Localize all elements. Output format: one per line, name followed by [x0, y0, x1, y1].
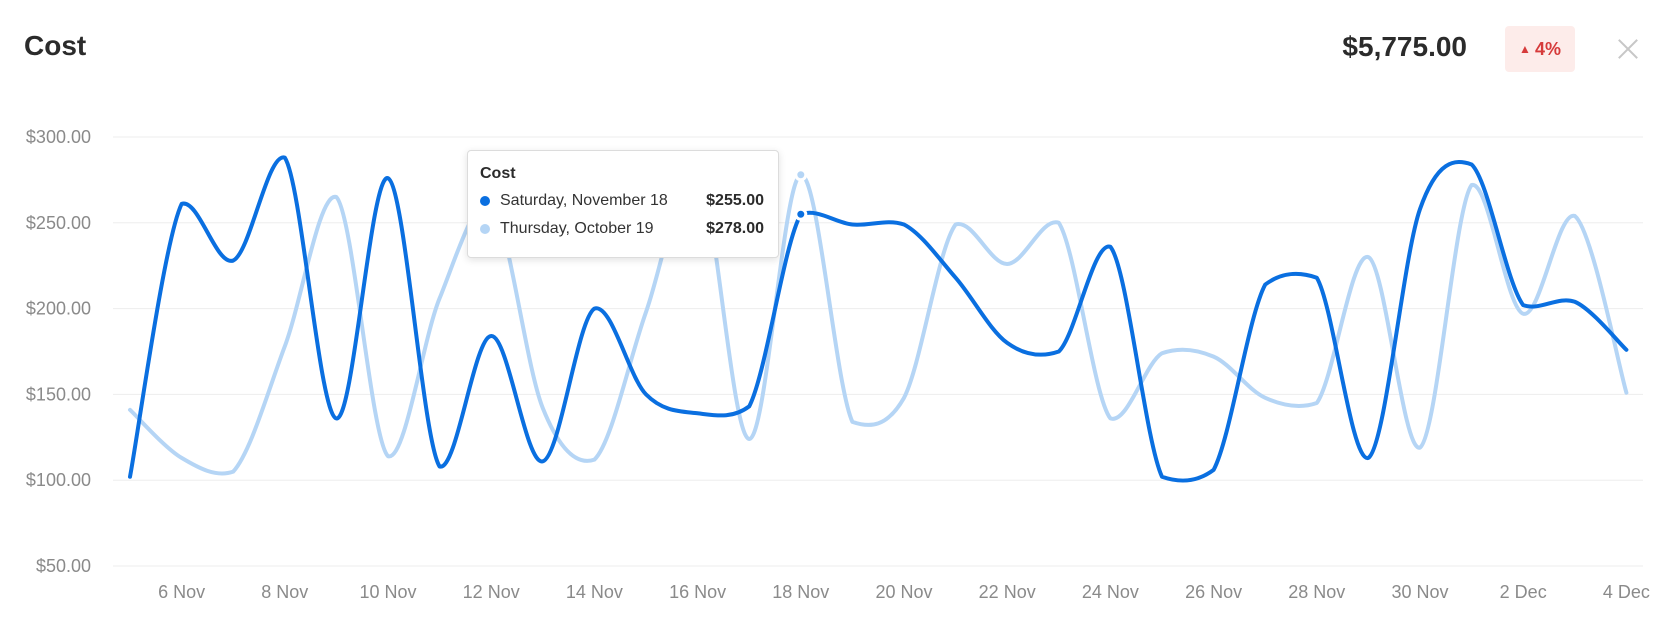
total-cost: $5,775.00	[1342, 31, 1467, 62]
series-line-current	[128, 155, 1629, 483]
x-tick-label: 24 Nov	[1082, 582, 1139, 602]
tooltip-row-label: Thursday, October 19	[500, 220, 654, 237]
x-tick-label: 10 Nov	[359, 582, 416, 602]
y-tick-label: $50.00	[36, 556, 91, 576]
x-tick-label: 12 Nov	[463, 582, 520, 602]
x-tick-label: 18 Nov	[772, 582, 829, 602]
x-tick-label: 6 Nov	[158, 582, 205, 602]
legend-dot-previous	[480, 224, 490, 234]
highlight-point-previous	[794, 168, 808, 182]
tooltip-row-current: Saturday, November 18 $255.00	[480, 191, 764, 211]
x-tick-label: 8 Nov	[261, 582, 308, 602]
x-tick-label: 22 Nov	[979, 582, 1036, 602]
series-line-previous	[128, 165, 1629, 476]
legend-dot-current	[480, 196, 490, 206]
triangle-up-icon: ▲	[1519, 42, 1531, 56]
chart-title: Cost	[24, 30, 87, 61]
y-tick-label: $300.00	[26, 127, 91, 147]
highlight-point-current	[794, 207, 808, 221]
tooltip-row-label: Saturday, November 18	[500, 192, 668, 209]
x-tick-label: 30 Nov	[1391, 582, 1448, 602]
change-badge: ▲ 4%	[1505, 26, 1575, 72]
x-tick-label: 16 Nov	[669, 582, 726, 602]
x-tick-label: 26 Nov	[1185, 582, 1242, 602]
x-tick-label: 28 Nov	[1288, 582, 1345, 602]
y-tick-label: $200.00	[26, 299, 91, 319]
x-tick-label: 4 Dec	[1603, 582, 1650, 602]
x-tick-label: 20 Nov	[875, 582, 932, 602]
x-tick-label: 14 Nov	[566, 582, 623, 602]
x-tick-label: 2 Dec	[1500, 582, 1547, 602]
change-value: 4%	[1534, 38, 1561, 59]
y-tick-label: $150.00	[26, 384, 91, 404]
y-tick-label: $250.00	[26, 213, 91, 233]
tooltip-row-value: $255.00	[706, 192, 764, 209]
tooltip-row-previous: Thursday, October 19 $278.00	[480, 219, 764, 239]
tooltip-title: Cost	[480, 165, 516, 182]
y-tick-label: $100.00	[26, 470, 91, 490]
tooltip: Cost Saturday, November 18 $255.00 Thurs…	[467, 150, 779, 258]
tooltip-row-value: $278.00	[706, 220, 764, 237]
